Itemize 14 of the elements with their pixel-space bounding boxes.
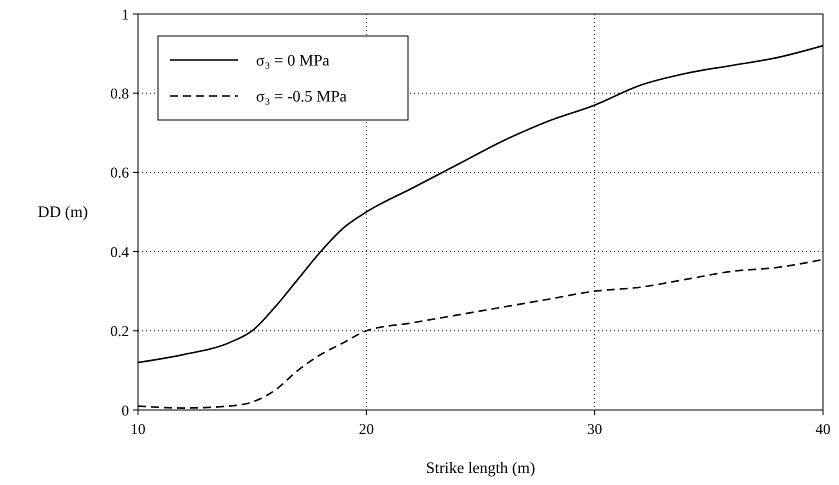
legend-label: σ₃ = 0 MPa	[256, 52, 330, 70]
legend-label: σ₃ = -0.5 MPa	[256, 88, 347, 106]
x-tick-label: 10	[130, 422, 146, 438]
x-axis-title: Strike length (m)	[426, 460, 536, 477]
x-tick-label: 20	[358, 422, 374, 438]
y-tick-label: 0.6	[110, 166, 130, 182]
y-tick-label: 0.8	[110, 86, 129, 102]
y-axis-title: DD (m)	[38, 204, 88, 221]
y-tick-label: 0	[122, 403, 129, 420]
y-tick-label: 1	[122, 7, 129, 24]
x-tick-label: 40	[816, 422, 830, 438]
y-tick-label: 0.2	[110, 324, 129, 340]
x-tick-label: 30	[587, 422, 602, 438]
y-tick-label: 0.4	[110, 244, 130, 261]
